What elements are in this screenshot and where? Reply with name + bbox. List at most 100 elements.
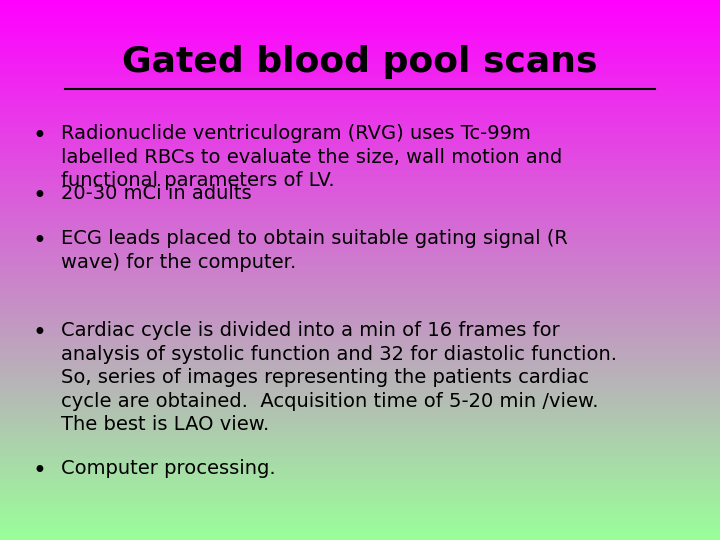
Bar [0,39,720,42]
Bar [0,486,720,488]
Text: •: • [32,321,47,345]
Bar [0,147,720,150]
Bar [0,120,720,123]
Bar [0,137,720,139]
Bar [0,18,720,20]
Bar [0,351,720,353]
Bar [0,290,720,292]
Bar [0,7,720,9]
Bar [0,475,720,477]
Bar [0,518,720,520]
Bar [0,216,720,218]
Bar [0,36,720,38]
Bar [0,38,720,39]
Bar [0,231,720,232]
Bar [0,248,720,250]
Bar [0,83,720,85]
Bar [0,270,720,272]
Bar [0,49,720,50]
Bar [0,333,720,335]
Bar [0,390,720,393]
Bar [0,535,720,536]
Bar [0,389,720,390]
Bar [0,501,720,502]
Bar [0,474,720,475]
Bar [0,286,720,288]
Bar [0,515,720,517]
Bar [0,324,720,326]
Bar [0,410,720,412]
Bar [0,42,720,43]
Bar [0,110,720,112]
Bar [0,306,720,308]
Bar [0,522,720,524]
Bar [0,261,720,263]
Bar [0,52,720,54]
Bar [0,266,720,268]
Bar [0,160,720,162]
Bar [0,313,720,315]
Bar [0,376,720,378]
Bar [0,455,720,457]
Bar [0,178,720,180]
Bar [0,85,720,86]
Bar [0,340,720,342]
Bar [0,81,720,83]
Bar [0,113,720,115]
Bar [0,29,720,31]
Bar [0,459,720,461]
Bar [0,282,720,285]
Bar [0,383,720,385]
Bar [0,398,720,400]
Bar [0,448,720,450]
Bar [0,416,720,417]
Bar [0,166,720,167]
Bar [0,432,720,434]
Bar [0,252,720,254]
Bar [0,369,720,371]
Bar [0,387,720,389]
Bar [0,414,720,416]
Text: Radionuclide ventriculogram (RVG) uses Tc-99m
labelled RBCs to evaluate the size: Radionuclide ventriculogram (RVG) uses T… [61,124,562,190]
Bar [0,189,720,191]
Bar [0,180,720,182]
Text: •: • [32,184,47,207]
Bar [0,201,720,204]
Bar [0,185,720,187]
Bar [0,247,720,248]
Bar [0,477,720,479]
Bar [0,112,720,113]
Bar [0,468,720,470]
Bar [0,15,720,16]
Bar [0,243,720,245]
Bar [0,479,720,481]
Bar [0,366,720,367]
Bar [0,417,720,420]
Bar [0,373,720,374]
Bar [0,182,720,184]
Bar [0,498,720,501]
Bar [0,434,720,436]
Bar [0,272,720,274]
Bar [0,158,720,160]
Bar [0,61,720,63]
Bar [0,174,720,177]
Bar [0,482,720,484]
Bar [0,470,720,471]
Bar [0,167,720,169]
Bar [0,96,720,97]
Bar [0,22,720,23]
Bar [0,265,720,266]
Bar [0,349,720,351]
Bar [0,275,720,277]
Bar [0,288,720,290]
Bar [0,103,720,104]
Bar [0,209,720,211]
Bar [0,394,720,396]
Bar [0,177,720,178]
Bar [0,207,720,209]
Bar [0,76,720,77]
Bar [0,65,720,66]
Bar [0,393,720,394]
Bar [0,234,720,236]
